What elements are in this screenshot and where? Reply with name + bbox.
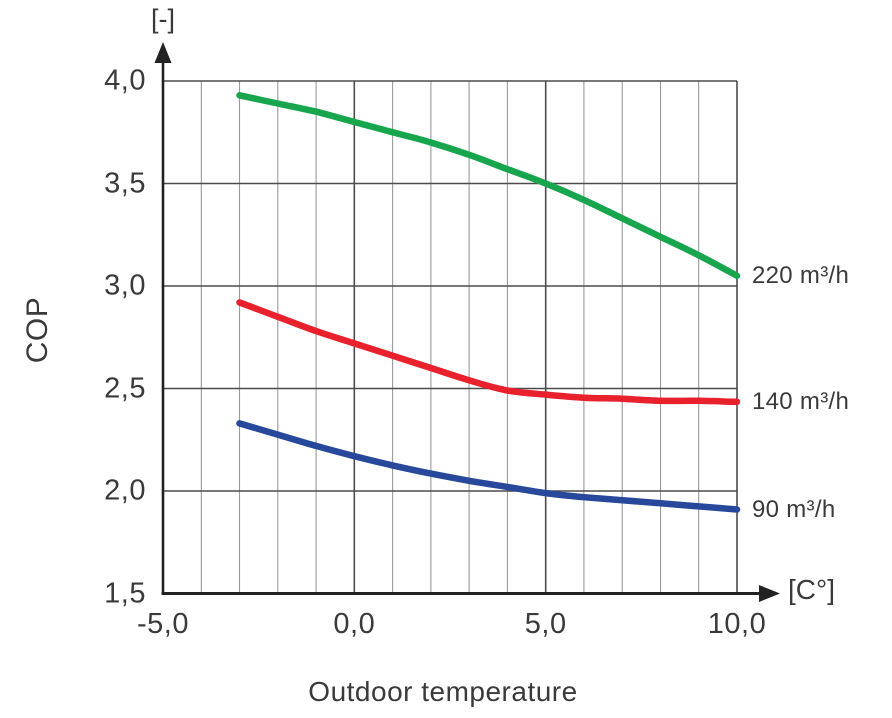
series-label-1: 140 m³/h <box>752 387 850 415</box>
x-tick-label: 0,0 <box>333 608 376 640</box>
series-curve-2 <box>236 420 741 513</box>
y-tick-label: 1,5 <box>104 577 146 609</box>
y-tick-label: 4,0 <box>104 64 146 97</box>
series-label-0: 220 m³/h <box>752 261 850 289</box>
series-label-2: 90 m³/h <box>752 495 836 523</box>
y-axis-arrowhead <box>154 42 172 63</box>
y-tick-label: 2,0 <box>104 474 146 507</box>
series-curve-1 <box>236 299 741 406</box>
x-axis-arrowhead <box>759 585 780 602</box>
x-tick-label: 10,0 <box>707 608 767 640</box>
y-tick-label: 3,0 <box>104 269 146 302</box>
series-curve-0 <box>236 92 741 280</box>
x-axis-unit-label: [C°] <box>788 574 835 605</box>
x-tick-label: 5,0 <box>524 608 567 640</box>
y-axis-title: COP <box>21 296 54 364</box>
y-tick-label: 3,5 <box>104 167 146 199</box>
horizontal-gridlines <box>163 80 737 492</box>
x-tick-label: -5,0 <box>137 608 189 640</box>
x-axis-title: Outdoor temperature <box>308 676 578 707</box>
axes <box>154 42 780 602</box>
y-axis-unit-label: [-] <box>151 4 175 34</box>
y-tick-label: 2,5 <box>104 372 146 404</box>
